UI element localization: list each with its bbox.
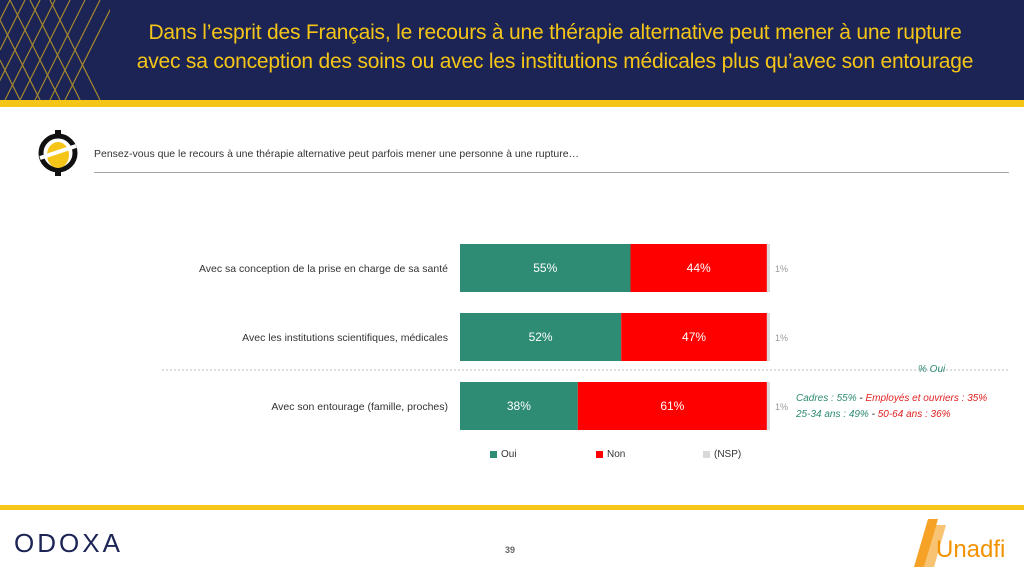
bar-non xyxy=(621,313,767,361)
legend-label-non: Non xyxy=(607,449,626,460)
bar-nsp xyxy=(766,244,770,292)
data-label: 61% xyxy=(660,399,684,413)
page-title: Dans l’esprit des Français, le recours à… xyxy=(96,18,1014,76)
footer-accent-band xyxy=(0,505,1024,510)
title-line-1: Dans l’esprit des Français, le recours à… xyxy=(148,21,962,44)
survey-question: Pensez-vous que le recours à une thérapi… xyxy=(94,148,580,160)
bar-nsp xyxy=(766,313,770,361)
annotation-separator: - xyxy=(856,393,866,404)
data-label: 44% xyxy=(687,261,711,275)
annotation-oui-label: % Oui xyxy=(918,364,946,375)
odoxa-eye-icon xyxy=(38,130,78,176)
bar-non xyxy=(577,382,767,430)
unadfi-wordmark: Unadfi xyxy=(936,536,1005,563)
odoxa-logo: ODOXA xyxy=(14,528,123,558)
annotation-line-2: 25-34 ans : 49% - 50-64 ans : 36% xyxy=(796,409,951,420)
bar-nsp xyxy=(766,382,770,430)
annotation-employes: Employés et ouvriers : 35% xyxy=(865,393,988,404)
annotation-separator: - xyxy=(868,409,878,420)
header-accent-band xyxy=(0,100,1024,107)
legend-item-oui: Oui xyxy=(490,449,517,460)
category-label: Avec son entourage (famille, proches) xyxy=(271,401,448,413)
legend-item-nsp: (NSP) xyxy=(703,449,741,460)
data-label: 1% xyxy=(775,333,788,343)
annotation-25-34: 25-34 ans : 49% xyxy=(796,409,869,420)
data-label: 38% xyxy=(507,399,531,413)
annotation-50-64: 50-64 ans : 36% xyxy=(877,409,951,420)
diagonal-pattern-decoration xyxy=(0,0,110,100)
bar-oui xyxy=(460,313,622,361)
legend-swatch-oui xyxy=(490,451,497,458)
data-label: 1% xyxy=(775,402,788,412)
bar-oui xyxy=(460,382,578,430)
legend-item-non: Non xyxy=(596,449,625,460)
data-label: 47% xyxy=(682,330,706,344)
unadfi-logo: Unadfi xyxy=(914,519,1005,567)
odoxa-wordmark: ODOXA xyxy=(14,528,123,558)
data-label: 1% xyxy=(775,264,788,274)
bar-non xyxy=(630,244,767,292)
legend-swatch-non xyxy=(596,451,603,458)
annotation-line-1: Cadres : 55% - Employés et ouvriers : 35… xyxy=(796,393,987,404)
annotation-cadres: Cadres : 55% xyxy=(796,393,857,404)
data-label: 55% xyxy=(533,261,557,275)
question-divider xyxy=(94,172,1009,173)
page-number: 39 xyxy=(505,545,516,555)
chart-legend: Oui Non (NSP) xyxy=(0,449,1024,463)
legend-label-nsp: (NSP) xyxy=(714,449,742,460)
category-label: Avec sa conception de la prise en charge… xyxy=(199,263,448,275)
stacked-bar-chart: Avec sa conception de la prise en charge… xyxy=(162,244,1008,430)
header-banner: Dans l’esprit des Français, le recours à… xyxy=(0,0,1024,100)
title-line-2: avec sa conception des soins ou avec les… xyxy=(136,50,974,73)
bar-oui xyxy=(460,244,631,292)
legend-label-oui: Oui xyxy=(501,449,517,460)
data-label: 52% xyxy=(529,330,553,344)
category-label: Avec les institutions scientifiques, méd… xyxy=(242,332,448,344)
legend-swatch-nsp xyxy=(703,451,710,458)
